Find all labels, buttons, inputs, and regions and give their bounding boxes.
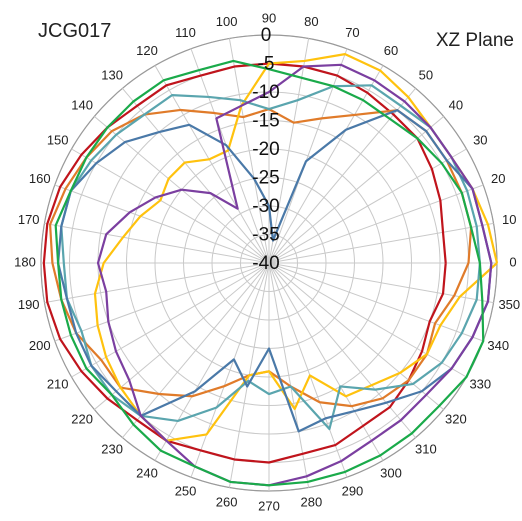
- series-line: [96, 63, 493, 487]
- series-line: [60, 84, 481, 431]
- angle-tick-label: 350: [498, 297, 520, 312]
- angle-tick-label: 340: [487, 338, 509, 353]
- grid-spoke: [154, 65, 270, 264]
- grid-spoke: [268, 48, 348, 264]
- angle-tick-label: 60: [384, 43, 398, 58]
- grid-spoke: [268, 184, 484, 264]
- grid-spoke: [122, 88, 270, 264]
- grid-spoke: [54, 262, 270, 342]
- grid-spoke: [268, 38, 310, 264]
- radial-tick-label: -35: [252, 225, 279, 246]
- angle-tick-label: 40: [449, 98, 463, 113]
- angle-tick-label: 120: [136, 43, 158, 58]
- angle-tick-label: 290: [342, 484, 364, 499]
- grid-spoke: [54, 184, 270, 264]
- grid-spoke: [190, 262, 270, 478]
- angle-tick-label: 280: [301, 495, 323, 510]
- angle-tick-label: 140: [71, 98, 93, 113]
- grid-spoke: [94, 262, 270, 410]
- angle-tick-label: 300: [380, 466, 402, 481]
- grid-spoke: [268, 88, 416, 264]
- grid-spoke: [268, 65, 384, 264]
- grid-spoke: [268, 262, 384, 461]
- grid-spoke: [122, 262, 270, 438]
- radial-tick-label: -15: [252, 111, 279, 132]
- angle-tick-label: 260: [216, 495, 238, 510]
- angle-tick-label: 10: [502, 212, 516, 227]
- angle-tick-label: 190: [18, 297, 40, 312]
- grid-spoke: [268, 262, 444, 410]
- angle-tick-label: 250: [175, 484, 197, 499]
- radial-tick-label: -40: [252, 253, 279, 274]
- grid-spoke: [268, 116, 444, 264]
- series-line: [42, 62, 447, 464]
- grid-spoke: [268, 262, 494, 304]
- series-line: [93, 53, 499, 442]
- angle-tick-label: 20: [491, 171, 505, 186]
- grid-spoke: [44, 222, 270, 264]
- angle-tick-label: 0: [509, 254, 516, 269]
- grid-spoke: [154, 262, 270, 461]
- chart-subtitle: XZ Plane: [435, 30, 514, 51]
- grid-spoke: [268, 262, 416, 438]
- radial-tick-label: -25: [252, 168, 279, 189]
- grid-spoke: [228, 38, 270, 264]
- grid-spoke: [44, 262, 270, 304]
- radial-tick-label: 0: [261, 25, 272, 46]
- angle-tick-label: 310: [415, 441, 437, 456]
- grid-spoke: [268, 262, 310, 488]
- radial-tick-label: -20: [252, 139, 279, 160]
- angle-tick-label: 130: [101, 68, 123, 83]
- radial-tick-label: -10: [252, 82, 279, 103]
- angle-tick-label: 90: [262, 10, 276, 25]
- grid-spoke: [71, 148, 270, 264]
- radial-tick-label: -5: [258, 54, 275, 75]
- series-line: [54, 59, 485, 487]
- angle-tick-label: 80: [304, 14, 318, 29]
- grid-spoke: [268, 148, 467, 264]
- angle-tick-label: 210: [47, 376, 69, 391]
- grid-spoke: [268, 222, 494, 264]
- angle-tick-label: 170: [18, 212, 40, 227]
- angle-tick-label: 180: [14, 254, 36, 269]
- angle-tick-label: 160: [29, 171, 51, 186]
- angle-tick-label: 270: [258, 498, 280, 513]
- angle-tick-label: 230: [101, 441, 123, 456]
- angle-tick-label: 150: [47, 132, 69, 147]
- angle-tick-label: 330: [469, 376, 491, 391]
- radial-tick-labels: 0 -5 -10 -15 -20 -25 -30 -35 -40: [252, 25, 279, 274]
- grid-spoke: [268, 262, 348, 478]
- radial-tick-label: -30: [252, 196, 279, 217]
- angle-tick-label: 50: [419, 68, 433, 83]
- grid-spoke: [268, 262, 467, 378]
- angle-tick-label: 200: [29, 338, 51, 353]
- angle-tick-label: 100: [216, 14, 238, 29]
- grid-spoke: [268, 262, 484, 342]
- angle-tick-label: 30: [473, 132, 487, 147]
- angle-tick-label: 320: [445, 411, 467, 426]
- series-layer: [42, 53, 499, 487]
- angle-tick-label: 240: [136, 466, 158, 481]
- angular-tick-labels: 0 10 20 30 40 50 60 70 80 90 100 110 120 130 140 150 160…: [14, 10, 520, 513]
- angle-tick-label: 70: [345, 25, 359, 40]
- angle-tick-label: 220: [71, 411, 93, 426]
- series-line: [48, 107, 473, 408]
- chart-title: JCG017: [38, 20, 112, 42]
- grid-spoke: [190, 48, 270, 264]
- grid-spoke: [71, 262, 270, 378]
- angle-tick-label: 110: [175, 25, 196, 40]
